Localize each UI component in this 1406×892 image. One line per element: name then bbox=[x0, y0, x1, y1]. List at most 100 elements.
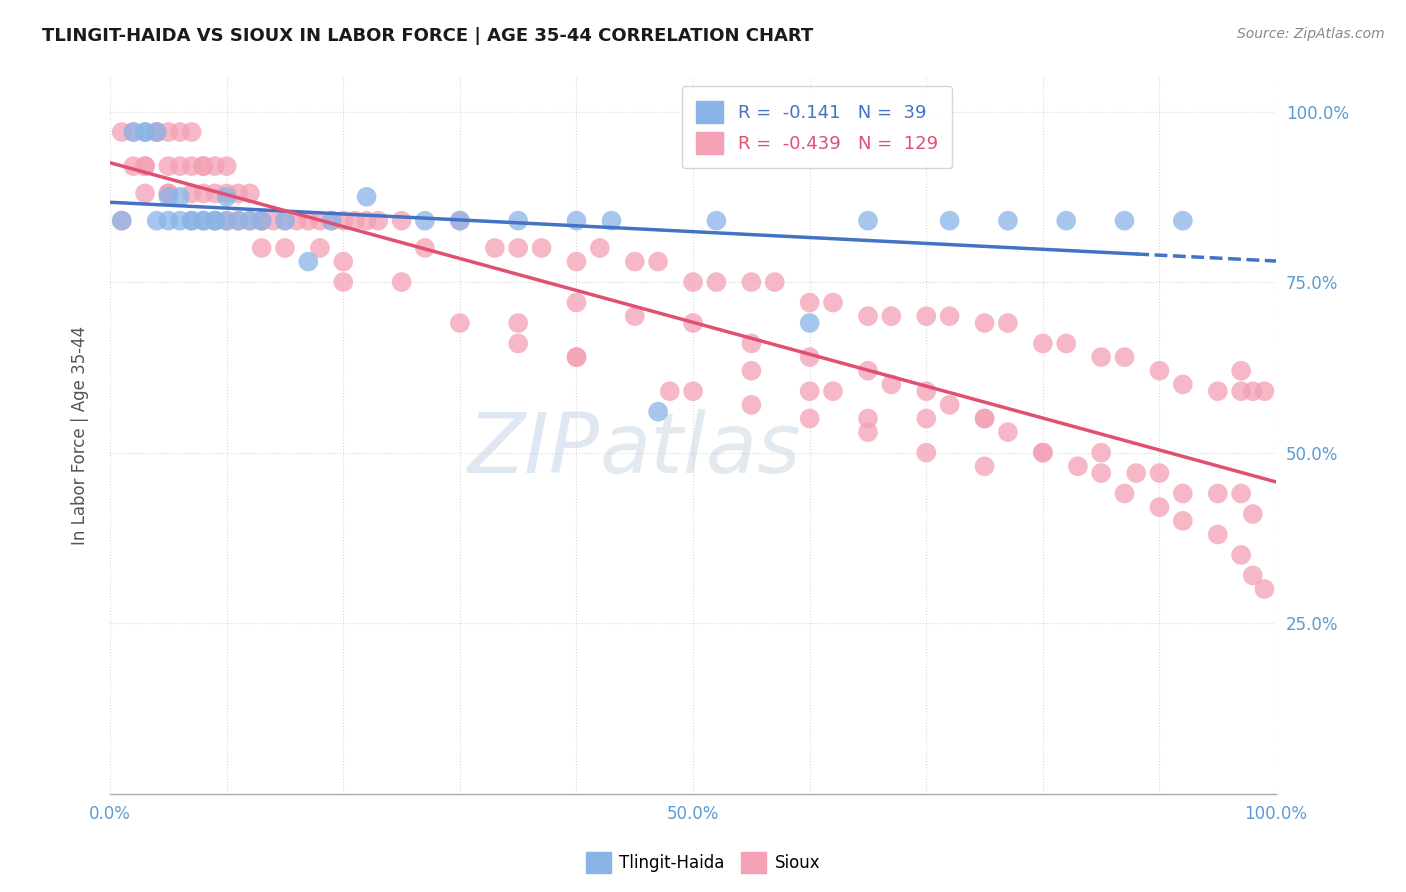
Point bbox=[250, 213, 273, 227]
Point bbox=[799, 350, 821, 364]
Point bbox=[1090, 466, 1112, 480]
Point bbox=[740, 275, 762, 289]
Point bbox=[180, 186, 202, 201]
Point bbox=[449, 213, 471, 227]
Point bbox=[799, 295, 821, 310]
Point bbox=[169, 213, 191, 227]
Point bbox=[763, 275, 786, 289]
Point bbox=[157, 125, 180, 139]
Point bbox=[332, 275, 354, 289]
Point bbox=[915, 445, 938, 459]
Point bbox=[682, 275, 704, 289]
Point bbox=[122, 125, 145, 139]
Point bbox=[134, 159, 156, 173]
Point bbox=[180, 213, 202, 227]
Point bbox=[1171, 213, 1194, 227]
Point bbox=[1241, 568, 1264, 582]
Point bbox=[367, 213, 389, 227]
Point bbox=[169, 125, 191, 139]
Point bbox=[262, 213, 284, 227]
Point bbox=[391, 213, 413, 227]
Point bbox=[180, 159, 202, 173]
Point bbox=[1054, 336, 1077, 351]
Point bbox=[1171, 377, 1194, 392]
Point bbox=[321, 213, 343, 227]
Point bbox=[856, 425, 879, 439]
Point bbox=[1206, 486, 1229, 500]
Point bbox=[938, 398, 960, 412]
Point bbox=[250, 213, 273, 227]
Point bbox=[589, 241, 612, 255]
Point bbox=[157, 159, 180, 173]
Point bbox=[1149, 466, 1171, 480]
Point bbox=[180, 125, 202, 139]
Point bbox=[856, 364, 879, 378]
Point bbox=[1114, 486, 1136, 500]
Point bbox=[565, 350, 588, 364]
Point bbox=[228, 213, 250, 227]
Point bbox=[1032, 336, 1054, 351]
Point bbox=[600, 213, 623, 227]
Point bbox=[1125, 466, 1147, 480]
Point bbox=[193, 159, 215, 173]
Point bbox=[565, 254, 588, 268]
Point bbox=[180, 213, 202, 227]
Point bbox=[332, 254, 354, 268]
Point bbox=[740, 364, 762, 378]
Point bbox=[215, 213, 238, 227]
Point bbox=[111, 125, 134, 139]
Point bbox=[157, 186, 180, 201]
Point bbox=[111, 213, 134, 227]
Point bbox=[821, 295, 844, 310]
Point bbox=[880, 377, 903, 392]
Point bbox=[332, 213, 354, 227]
Point bbox=[157, 213, 180, 227]
Point bbox=[682, 316, 704, 330]
Point bbox=[938, 213, 960, 227]
Point bbox=[997, 213, 1019, 227]
Point bbox=[321, 213, 343, 227]
Point bbox=[193, 186, 215, 201]
Point bbox=[169, 159, 191, 173]
Point bbox=[1067, 459, 1090, 474]
Point bbox=[215, 186, 238, 201]
Point bbox=[740, 336, 762, 351]
Point bbox=[274, 213, 297, 227]
Point bbox=[285, 213, 308, 227]
Point bbox=[250, 213, 273, 227]
Point bbox=[449, 316, 471, 330]
Point bbox=[239, 213, 262, 227]
Point bbox=[1241, 507, 1264, 521]
Point bbox=[973, 411, 995, 425]
Point bbox=[413, 213, 436, 227]
Point bbox=[356, 213, 378, 227]
Point bbox=[508, 213, 530, 227]
Point bbox=[508, 241, 530, 255]
Point bbox=[157, 190, 180, 204]
Point bbox=[856, 309, 879, 323]
Point bbox=[1171, 514, 1194, 528]
Point bbox=[658, 384, 681, 399]
Point bbox=[647, 254, 669, 268]
Point bbox=[1149, 500, 1171, 515]
Point bbox=[799, 411, 821, 425]
Point bbox=[623, 254, 645, 268]
Point bbox=[274, 241, 297, 255]
Point bbox=[938, 309, 960, 323]
Point bbox=[215, 213, 238, 227]
Point bbox=[228, 213, 250, 227]
Point bbox=[134, 125, 156, 139]
Point bbox=[204, 213, 226, 227]
Point bbox=[449, 213, 471, 227]
Point bbox=[565, 295, 588, 310]
Point bbox=[1114, 213, 1136, 227]
Point bbox=[297, 254, 319, 268]
Point bbox=[706, 275, 728, 289]
Point bbox=[204, 159, 226, 173]
Point bbox=[1241, 384, 1264, 399]
Point bbox=[1171, 486, 1194, 500]
Point bbox=[1230, 548, 1253, 562]
Point bbox=[122, 125, 145, 139]
Point bbox=[391, 275, 413, 289]
Point bbox=[1054, 213, 1077, 227]
